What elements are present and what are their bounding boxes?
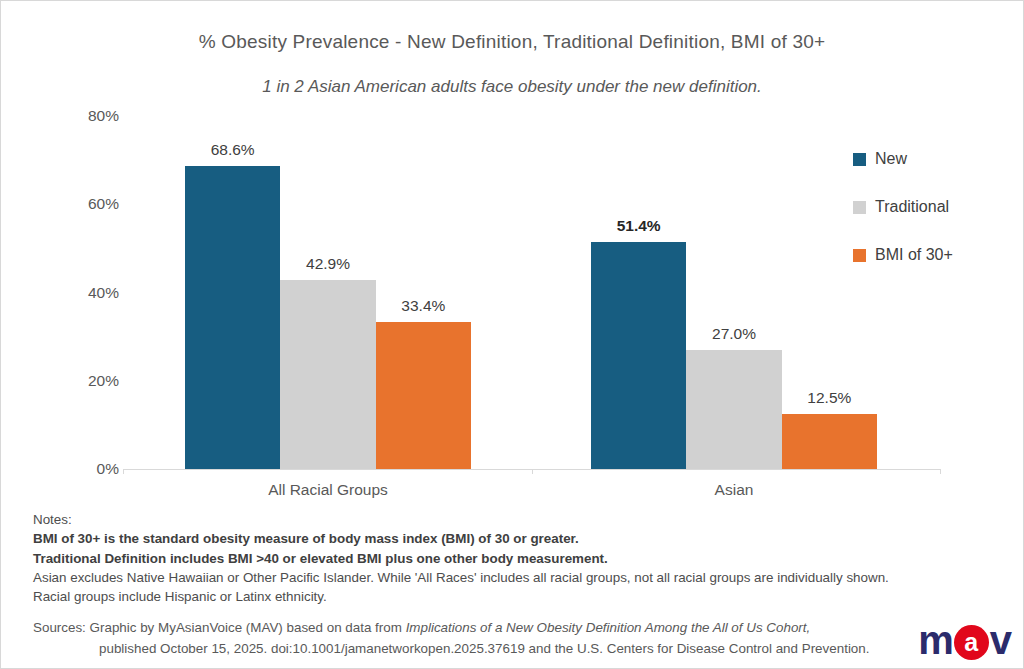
chart-title: % Obesity Prevalence - New Definition, T… [1, 31, 1023, 53]
bar-new [185, 166, 280, 469]
chart-canvas: % Obesity Prevalence - New Definition, T… [0, 0, 1024, 669]
legend-swatch-icon [853, 201, 866, 214]
x-axis-tick [532, 469, 533, 474]
bar-column: 68.6% [185, 116, 280, 469]
legend-item: Traditional [853, 197, 953, 217]
y-axis-tick-label: 80% [88, 107, 119, 125]
legend-item: New [853, 149, 953, 169]
notes-lines: BMI of 30+ is the standard obesity measu… [33, 529, 973, 606]
logo-letter-m: m [918, 620, 953, 660]
plot-area: 68.6%42.9%33.4%All Racial Groups51.4%27.… [123, 116, 941, 470]
bar-data-label: 33.4% [401, 297, 445, 315]
legend-label: BMI of 30+ [875, 246, 953, 264]
bar-bmi-of-30- [376, 322, 471, 469]
legend-swatch-icon [853, 249, 866, 262]
sources-line-2: published October 15, 2025. doi:10.1001/… [33, 638, 913, 659]
bar-data-label: 51.4% [617, 217, 661, 235]
bar-group: 51.4% 27.0% 12.5% [591, 116, 877, 469]
legend-label: Traditional [875, 198, 949, 216]
y-axis-tick-label: 60% [88, 195, 119, 213]
legend-swatch-icon [853, 153, 866, 166]
logo-letter-v: v [990, 620, 1011, 660]
logo-letter-a: a [964, 630, 978, 655]
sources-line-1: Sources: Graphic by MyAsianVoice (MAV) b… [33, 617, 913, 638]
bar-data-label: 12.5% [807, 389, 851, 407]
note-line: Racial groups include Hispanic or Latinx… [33, 587, 973, 606]
sources: Sources: Graphic by MyAsianVoice (MAV) b… [33, 617, 913, 659]
bar-column: 33.4% [376, 116, 471, 469]
y-axis-labels: 80%60%40%20%0% [31, 116, 119, 469]
bar-data-label: 42.9% [306, 255, 350, 273]
y-axis-tick-label: 0% [97, 460, 119, 478]
note-line: BMI of 30+ is the standard obesity measu… [33, 529, 973, 548]
sources-citation: Implications of a New Obesity Definition… [406, 620, 811, 635]
bar-traditional [280, 280, 375, 469]
notes-heading: Notes: [33, 510, 973, 529]
bar-new [591, 242, 686, 469]
y-axis-tick-label: 40% [88, 284, 119, 302]
bar-bmi-of-30- [782, 414, 877, 469]
note-line: Traditional Definition includes BMI >40 … [33, 549, 973, 568]
sources-text: Sources: Graphic by MyAsianVoice (MAV) b… [33, 620, 406, 635]
chart-subtitle: 1 in 2 Asian American adults face obesit… [1, 77, 1023, 97]
legend: New Traditional BMI of 30+ [853, 149, 953, 293]
mav-logo: m a v [918, 620, 1011, 660]
bar-column: 51.4% [591, 116, 686, 469]
logo-red-circle-icon: a [954, 625, 989, 660]
x-axis-category-label: All Racial Groups [185, 481, 471, 499]
notes: Notes: BMI of 30+ is the standard obesit… [33, 510, 973, 606]
x-axis-category-label: Asian [591, 481, 877, 499]
bar-traditional [686, 350, 781, 469]
y-axis-tick-label: 20% [88, 372, 119, 390]
bar-column: 27.0% [686, 116, 781, 469]
bar-group: 68.6% 42.9% 33.4% [185, 116, 471, 469]
x-axis-tick [123, 469, 124, 474]
bar-data-label: 27.0% [712, 325, 756, 343]
bar-data-label: 68.6% [211, 141, 255, 159]
bar-column: 42.9% [280, 116, 375, 469]
legend-item: BMI of 30+ [853, 245, 953, 265]
x-axis-tick [940, 469, 941, 474]
legend-label: New [875, 150, 907, 168]
note-line: Asian excludes Native Hawaiian or Other … [33, 568, 973, 587]
